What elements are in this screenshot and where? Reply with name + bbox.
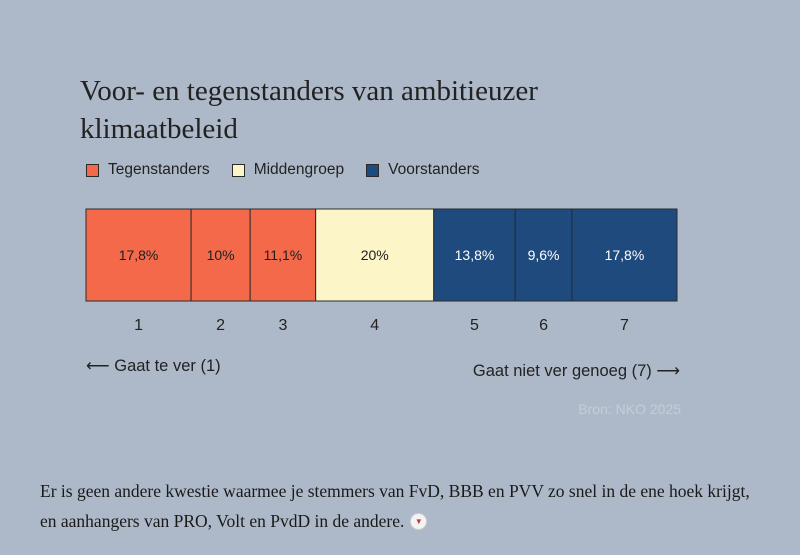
scale-left-label: ⟵ Gaat te ver (1)	[86, 357, 221, 375]
legend-label-voorstanders: Voorstanders	[388, 161, 480, 178]
tick-label-5: 5	[470, 317, 479, 334]
source-note: Bron: NKO 2025	[578, 401, 681, 417]
legend-item-middengroep: Middengroep	[231, 161, 345, 179]
tick-label-3: 3	[278, 317, 287, 334]
data-label-4: 20%	[361, 247, 389, 263]
legend-swatch-tegenstanders	[86, 163, 99, 177]
chevron-down-glyph: ▼	[414, 517, 423, 526]
bar-segment-2	[190, 208, 251, 302]
data-label-7: 17,8%	[605, 247, 645, 263]
stacked-bar-chart: 17,8% 1 10% 2 11,1% 3 20% 4 13,8% 5 9,6% 6 17,8% 7	[85, 208, 678, 334]
bar-segment-3	[249, 208, 317, 302]
legend: Tegenstanders Middengroep Voorstanders	[86, 161, 502, 179]
data-label-6: 9,6%	[528, 247, 560, 263]
legend-item-tegenstanders: Tegenstanders	[86, 161, 210, 179]
bar-segment-6	[514, 208, 573, 302]
tick-label-6: 6	[539, 317, 548, 334]
bar-segment-7	[571, 208, 678, 302]
tick-label-2: 2	[216, 317, 225, 334]
legend-swatch-middengroep	[231, 163, 245, 177]
article-text: Er is geen andere kwestie waarmee je ste…	[40, 481, 750, 531]
data-label-1: 17,8%	[119, 247, 159, 263]
article-paragraph: Er is geen andere kwestie waarmee je ste…	[40, 476, 760, 536]
tick-label-4: 4	[370, 317, 379, 334]
chevron-down-icon[interactable]: ▼	[410, 513, 428, 530]
scale-right-label: Gaat niet ver genoeg (7) ⟶	[472, 362, 680, 380]
tick-label-1: 1	[134, 317, 143, 334]
legend-label-middengroep: Middengroep	[253, 161, 345, 178]
tick-label-7: 7	[620, 317, 629, 334]
legend-swatch-voorstanders	[366, 163, 380, 177]
legend-label-tegenstanders: Tegenstanders	[108, 161, 210, 178]
data-label-3: 11,1%	[264, 247, 303, 263]
data-label-5: 13,8%	[455, 247, 495, 263]
legend-item-voorstanders: Voorstanders	[366, 161, 480, 179]
data-label-2: 10%	[207, 247, 235, 263]
bar-segment-1	[85, 208, 192, 302]
chart-title: Voor- en tegenstanders van ambitieuzer k…	[80, 75, 538, 145]
